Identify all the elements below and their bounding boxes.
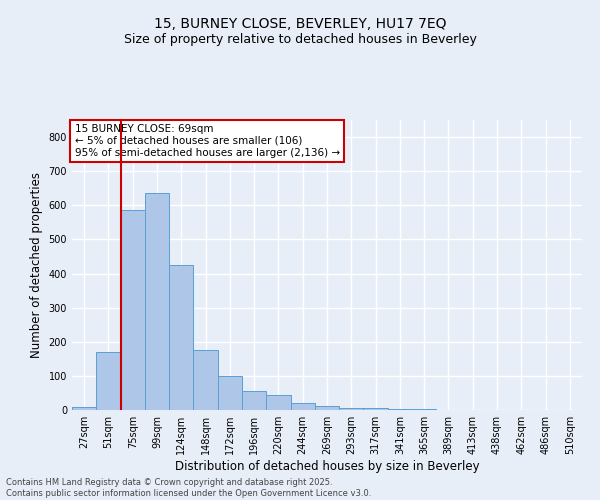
Bar [218,376,242,410]
Bar [364,408,388,410]
Text: Contains HM Land Registry data © Crown copyright and database right 2025.
Contai: Contains HM Land Registry data © Crown c… [6,478,371,498]
Bar [72,406,96,410]
Bar [266,394,290,410]
Bar [169,265,193,410]
Bar [388,409,412,410]
Y-axis label: Number of detached properties: Number of detached properties [30,172,43,358]
Bar [290,403,315,410]
Bar [242,391,266,410]
Bar [121,210,145,410]
Text: 15, BURNEY CLOSE, BEVERLEY, HU17 7EQ: 15, BURNEY CLOSE, BEVERLEY, HU17 7EQ [154,18,446,32]
Bar [96,352,121,410]
Bar [315,406,339,410]
X-axis label: Distribution of detached houses by size in Beverley: Distribution of detached houses by size … [175,460,479,473]
Bar [193,350,218,410]
Text: Size of property relative to detached houses in Beverley: Size of property relative to detached ho… [124,32,476,46]
Bar [145,194,169,410]
Bar [339,408,364,410]
Text: 15 BURNEY CLOSE: 69sqm
← 5% of detached houses are smaller (106)
95% of semi-det: 15 BURNEY CLOSE: 69sqm ← 5% of detached … [74,124,340,158]
